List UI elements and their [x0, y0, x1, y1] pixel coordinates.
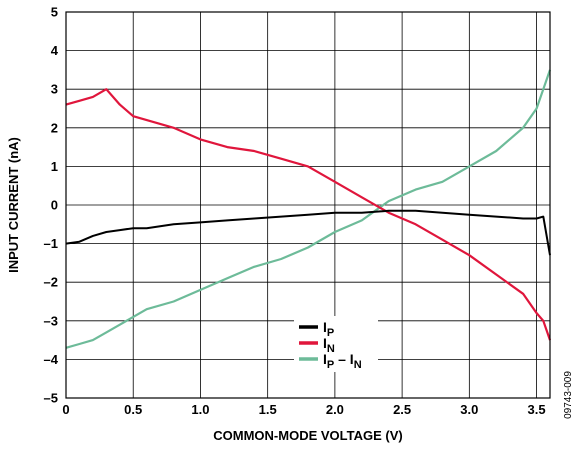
x-tick-label: 0: [62, 402, 69, 417]
x-tick-label: 1.0: [191, 402, 209, 417]
series-line-in: [65, 88, 552, 341]
figure-id: 09743-009: [563, 371, 574, 419]
y-tick-label: 1: [51, 159, 58, 174]
y-axis-title: INPUT CURRENT (nA): [6, 137, 21, 273]
x-tick-label: 2.0: [326, 402, 344, 417]
y-tick-label: 3: [51, 82, 58, 97]
plot-frame: [65, 11, 551, 399]
x-tick-label: 0.5: [124, 402, 142, 417]
y-tick-label: –4: [44, 352, 59, 367]
series-line-ip: [65, 209, 551, 256]
x-tick-label: 2.5: [393, 402, 411, 417]
legend-label-ip: IP: [323, 319, 334, 339]
grid: [66, 12, 550, 398]
legend-label-in: IN: [323, 335, 335, 355]
y-tick-label: 0: [51, 198, 58, 213]
y-tick-label: –1: [44, 236, 58, 251]
axis-ticks: 0 0.5 1.0 1.5 2.0 2.5 3.0 3.5 –5 –4 –3 –2 –1 0 1 2 3 4 5: [44, 5, 546, 418]
y-tick-label: –2: [44, 275, 58, 290]
x-tick-label: 3.5: [528, 402, 546, 417]
y-tick-label: 5: [51, 5, 58, 20]
legend-label-ip-in: IP – IN: [323, 351, 362, 371]
x-axis-title: COMMON-MODE VOLTAGE (V): [213, 428, 402, 443]
y-tick-label: 4: [51, 43, 59, 58]
y-tick-label: 2: [51, 120, 58, 135]
x-tick-label: 1.5: [259, 402, 277, 417]
y-tick-label: –5: [44, 391, 58, 406]
x-tick-label: 3.0: [460, 402, 478, 417]
legend: IP IN IP – IN: [294, 316, 378, 372]
series-layer: [65, 69, 552, 349]
y-tick-label: –3: [44, 313, 58, 328]
series-line-ip-minus-in: [65, 69, 552, 349]
